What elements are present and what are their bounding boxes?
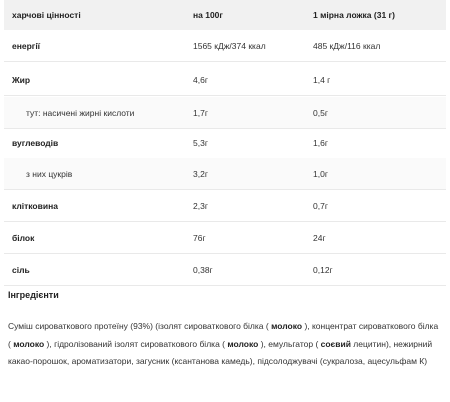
ingredient-text: Суміш сироваткового протеїну (93%) (ізол… <box>8 321 272 331</box>
value-per-100g: 5,3г <box>193 137 208 148</box>
header-per-100g: на 100г <box>193 10 223 20</box>
ingredient-text: ), гідролізований ізолят сироваткового б… <box>44 338 228 349</box>
value-per-100g: 1565 кДж/374 ккал <box>193 40 266 51</box>
value-per-serving: 1,0г <box>313 168 328 179</box>
table-row: вуглеводів 5,3г 1,6г <box>4 127 446 159</box>
ingredients-section: Інгредієнти Суміш сироваткового протеїну… <box>8 290 440 371</box>
table-row: енергії 1565 кДж/374 ккал 485 кДж/116 ккал <box>4 30 446 62</box>
value-per-serving: 0,5г <box>313 107 328 118</box>
nutrient-name: тут: насичені жирні кислоти <box>26 107 135 118</box>
value-per-100g: 0,38г <box>193 264 213 275</box>
nutrition-table-header: харчові цінності на 100г 1 мірна ложка (… <box>4 0 446 30</box>
ingredient-text: ), емульгатор ( <box>258 338 321 349</box>
nutrient-name: білок <box>12 232 35 243</box>
value-per-100g: 1,7г <box>193 107 208 118</box>
table-row: білок 76г 24г <box>4 222 446 254</box>
allergen-text: молоко <box>13 338 45 349</box>
table-row: Жир 4,6г 1,4 г <box>4 64 446 96</box>
table-row: тут: насичені жирні кислоти 1,7г 0,5г <box>4 97 446 129</box>
allergen-text: молоко <box>227 338 259 349</box>
value-per-serving: 0,7г <box>313 200 328 211</box>
allergen-text: молоко <box>271 321 303 331</box>
allergen-text: соєвий <box>320 338 351 349</box>
nutrient-name: енергії <box>12 40 41 51</box>
nutrient-name: Жир <box>12 74 31 85</box>
ingredient-text: ), концентрат сироваткового білка ( <box>8 321 439 349</box>
value-per-100g: 76г <box>193 232 206 243</box>
value-per-100g: 2,3г <box>193 200 208 211</box>
value-per-100g: 4,6г <box>193 74 208 85</box>
ingredients-text: Суміш сироваткового протеїну (93%) (ізол… <box>8 318 440 371</box>
ingredients-title: Інгредієнти <box>8 290 59 300</box>
nutrient-name: з них цукрів <box>26 168 73 179</box>
nutrient-name: вуглеводів <box>12 137 59 148</box>
header-nutrient: харчові цінності <box>12 10 81 20</box>
table-row: сіль 0,38г 0,12г <box>4 254 446 286</box>
value-per-serving: 24г <box>313 232 326 243</box>
table-row: клітковина 2,3г 0,7г <box>4 190 446 222</box>
nutrient-name: сіль <box>12 264 30 275</box>
nutrient-name: клітковина <box>12 200 58 211</box>
value-per-serving: 1,4 г <box>313 74 331 85</box>
value-per-100g: 3,2г <box>193 168 208 179</box>
value-per-serving: 0,12г <box>313 264 333 275</box>
header-per-serving: 1 мірна ложка (31 г) <box>313 10 395 20</box>
value-per-serving: 485 кДж/116 ккал <box>313 40 381 51</box>
value-per-serving: 1,6г <box>313 137 328 148</box>
ingredient-text: лецитин), нежирний какао-порошок, аромат… <box>8 338 433 367</box>
table-row: з них цукрів 3,2г 1,0г <box>4 158 446 190</box>
